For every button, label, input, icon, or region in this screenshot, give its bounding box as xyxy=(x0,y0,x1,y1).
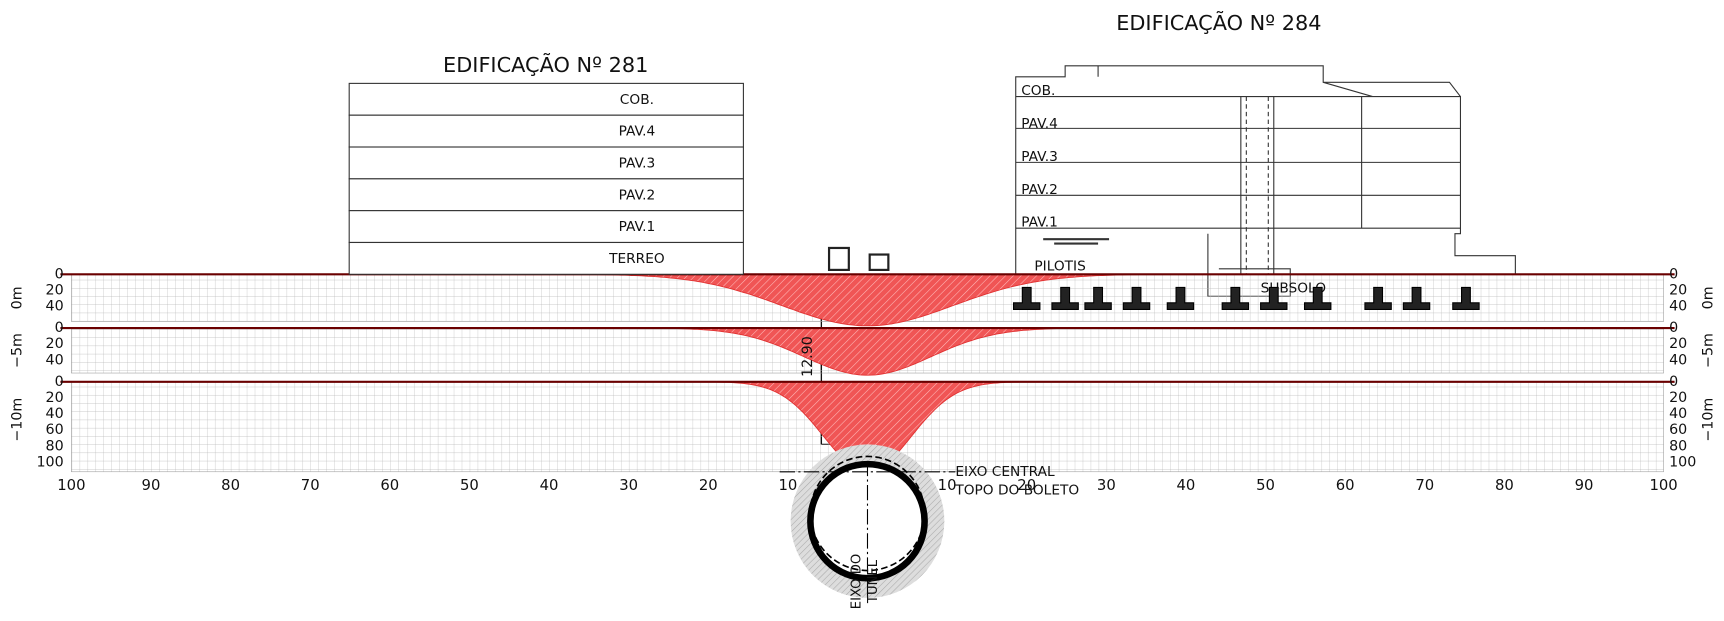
tunnel-axis-label: EIXO DO xyxy=(850,554,865,609)
floor-label: TERREO xyxy=(608,251,665,267)
distance-tick-label: 30 xyxy=(619,477,638,494)
depth-tick-label: 40 xyxy=(46,299,64,315)
distance-tick-label: 10 xyxy=(778,477,797,494)
profile-label: −5m xyxy=(10,333,26,368)
distance-tick-label: 100 xyxy=(1649,477,1677,494)
depth-tick-label: 100 xyxy=(1669,454,1696,470)
profile-label: −10m xyxy=(10,398,26,442)
depth-annotation: 12.90 xyxy=(800,336,816,377)
distance-tick-label: 40 xyxy=(540,477,559,494)
drawing: 00202040400m0m0020204040−5m−5m0020204040… xyxy=(0,0,1724,621)
profile-label: −10m xyxy=(1701,398,1717,442)
building-title: EDIFICAÇÃO Nº 281 xyxy=(443,51,648,77)
floor-label: PAV.4 xyxy=(1021,116,1058,132)
depth-tick-label: 0 xyxy=(1669,374,1678,390)
depth-tick-label: 40 xyxy=(1669,352,1687,368)
distance-tick-label: 50 xyxy=(1256,477,1275,494)
building-284-outline xyxy=(1016,66,1516,296)
distance-tick-label: 70 xyxy=(1415,477,1434,494)
floor xyxy=(349,179,743,211)
floor xyxy=(349,211,743,243)
profile-label: −5m xyxy=(1701,333,1717,368)
depth-tick-label: 40 xyxy=(1669,406,1687,422)
profile-label: 0m xyxy=(1701,286,1717,309)
depth-tick-label: 0 xyxy=(55,374,64,390)
floor-label: PAV.4 xyxy=(619,124,656,140)
depth-tick-label: 80 xyxy=(46,438,64,454)
depth-tick-label: 40 xyxy=(46,406,64,422)
floor xyxy=(349,242,743,274)
distance-tick-label: 40 xyxy=(1177,477,1196,494)
floor-label: PAV.2 xyxy=(1021,182,1058,198)
floor xyxy=(349,147,743,179)
floor xyxy=(349,115,743,147)
depth-tick-label: 80 xyxy=(1669,438,1687,454)
profile-label: 0m xyxy=(10,286,26,309)
distance-tick-label: 100 xyxy=(57,477,85,494)
distance-tick-label: 20 xyxy=(699,477,718,494)
depth-tick-label: 0 xyxy=(1669,266,1678,282)
distance-tick-label: 10 xyxy=(938,477,957,494)
distance-tick-label: 70 xyxy=(301,477,320,494)
center-axis-label: EIXO CENTRAL xyxy=(955,464,1055,480)
depth-tick-label: 60 xyxy=(46,422,64,438)
floor-label: PAV.2 xyxy=(619,187,656,203)
floor-label: COB. xyxy=(620,92,654,108)
depth-tick-label: 40 xyxy=(1669,299,1687,315)
vehicles xyxy=(829,248,888,270)
depth-tick-label: 100 xyxy=(36,454,63,470)
depth-tick-label: 20 xyxy=(1669,390,1687,406)
distance-tick-label: 90 xyxy=(142,477,161,494)
distance-tick-label: 80 xyxy=(221,477,240,494)
distance-tick-label: 50 xyxy=(460,477,479,494)
depth-tick-label: 60 xyxy=(1669,422,1687,438)
tunnel-axis-label: TUNEL xyxy=(866,559,881,604)
floor-label: PILOTIS xyxy=(1034,259,1085,275)
building-title: EDIFICAÇÃO Nº 284 xyxy=(1116,9,1321,35)
depth-tick-label: 20 xyxy=(1669,336,1687,352)
floor-label: PAV.1 xyxy=(619,219,656,235)
floor xyxy=(349,83,743,115)
invert-label: TOPO DO BOLETO xyxy=(954,482,1079,498)
distance-tick-label: 60 xyxy=(1336,477,1355,494)
distance-tick-label: 30 xyxy=(1097,477,1116,494)
depth-tick-label: 40 xyxy=(46,352,64,368)
depth-tick-label: 20 xyxy=(1669,282,1687,298)
depth-tick-label: 0 xyxy=(55,320,64,336)
distance-tick-label: 80 xyxy=(1495,477,1514,494)
depth-tick-label: 20 xyxy=(46,282,64,298)
floor-label: PAV.3 xyxy=(619,155,656,171)
distance-tick-label: 90 xyxy=(1575,477,1594,494)
floor-label: COB. xyxy=(1021,83,1055,99)
distance-tick-label: 60 xyxy=(380,477,399,494)
floor-label: PAV.1 xyxy=(1021,215,1058,231)
depth-tick-label: 0 xyxy=(55,266,64,282)
depth-tick-label: 0 xyxy=(1669,320,1678,336)
depth-tick-label: 20 xyxy=(46,336,64,352)
depth-tick-label: 20 xyxy=(46,390,64,406)
floor-label: PAV.3 xyxy=(1021,149,1058,165)
